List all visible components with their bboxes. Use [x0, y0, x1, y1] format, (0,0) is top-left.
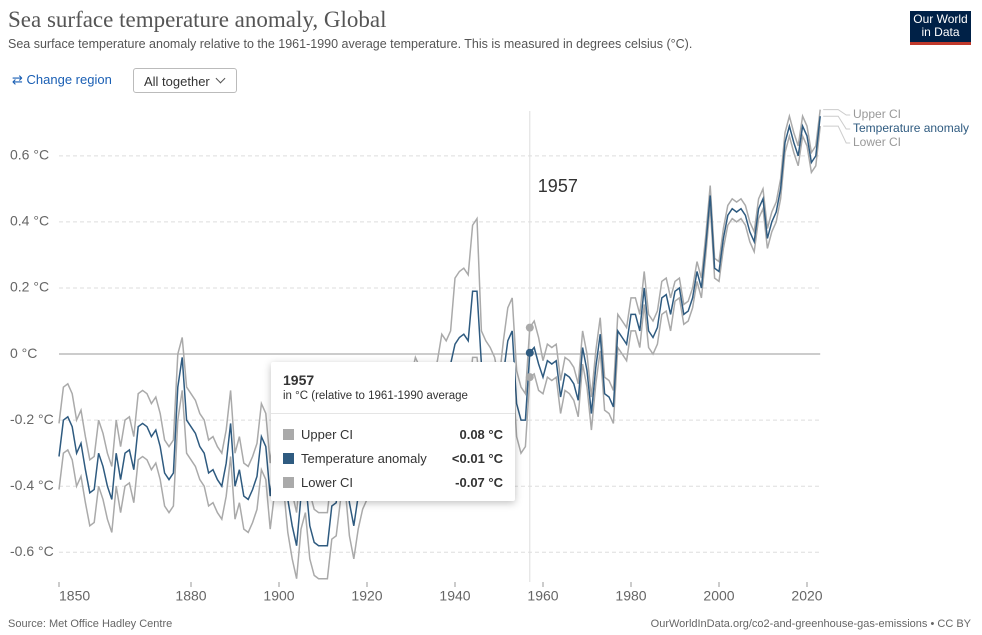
label: Change region: [26, 72, 112, 87]
x-tick-label: 1980: [615, 588, 646, 604]
tooltip-row: Temperature anomaly <0.01 °C: [283, 450, 503, 468]
legend-connector: [823, 125, 851, 144]
swatch: [283, 453, 294, 464]
subtitle: Sea surface temperature anomaly relative…: [8, 37, 693, 51]
x-tick-label: 1850: [59, 588, 90, 604]
hover-label: 1957: [538, 176, 578, 196]
tooltip-subtitle: in °C (relative to 1961-1990 average: [283, 390, 468, 402]
series-line: [58, 126, 821, 580]
tooltip-row: Lower CI -0.07 °C: [283, 474, 503, 492]
title: Sea surface temperature anomaly, Global: [8, 7, 387, 32]
hover-point: [525, 323, 534, 332]
separator: [271, 413, 515, 414]
y-tick-label: -0.6 °C: [10, 543, 54, 559]
series-line: [58, 109, 821, 514]
swatch: [283, 477, 294, 488]
hover-point: [525, 348, 534, 357]
hover-point: [525, 373, 534, 382]
tooltip-value: <0.01 °C: [451, 451, 503, 466]
tooltip-row: Upper CI 0.08 °C: [283, 426, 503, 444]
label: All together: [144, 74, 210, 89]
x-tick-label: 1900: [263, 588, 294, 604]
view-select[interactable]: All together: [133, 68, 237, 93]
logo-line: Our World: [913, 12, 968, 26]
change-region-button[interactable]: ⇄ Change region: [12, 72, 112, 88]
x-tick-label: 1960: [527, 588, 558, 604]
logo[interactable]: Our World in Data: [910, 11, 971, 45]
icon: ⇄: [12, 72, 27, 87]
x-tick-label: 1880: [175, 588, 206, 604]
x-tick-label: 1940: [439, 588, 470, 604]
tooltip-value: 0.08 °C: [459, 427, 503, 442]
footer-link[interactable]: OurWorldInData.org/co2-and-greenhouse-ga…: [650, 618, 971, 630]
legend-connector: [823, 109, 851, 116]
x-tick-label: 2020: [791, 588, 822, 604]
legend-connector: [823, 115, 851, 130]
tooltip-value: -0.07 °C: [455, 475, 503, 490]
y-tick-label: 0 °C: [10, 345, 37, 361]
tooltip-name: Upper CI: [301, 427, 354, 442]
tooltip-name: Temperature anomaly: [301, 451, 427, 466]
y-tick-label: 0.4 °C: [10, 213, 49, 229]
y-tick-label: 0.6 °C: [10, 147, 49, 163]
tooltip-name: Lower CI: [301, 475, 354, 490]
y-tick-label: -0.2 °C: [10, 411, 54, 427]
x-tick-label: 2000: [703, 588, 734, 604]
tooltip-title: 1957: [283, 372, 315, 388]
y-tick-label: 0.2 °C: [10, 279, 49, 295]
swatch: [283, 429, 294, 440]
y-tick-label: -0.4 °C: [10, 477, 54, 493]
x-tick-label: 1920: [351, 588, 382, 604]
logo-line: in Data: [921, 25, 960, 39]
tooltip: 1957 in °C (relative to 1961-1990 averag…: [271, 362, 515, 501]
legend-label: Upper CI: [853, 107, 901, 121]
legend-label: Temperature anomaly: [853, 121, 969, 135]
legend-label: Lower CI: [853, 135, 901, 149]
source: Source: Met Office Hadley Centre: [8, 618, 173, 630]
